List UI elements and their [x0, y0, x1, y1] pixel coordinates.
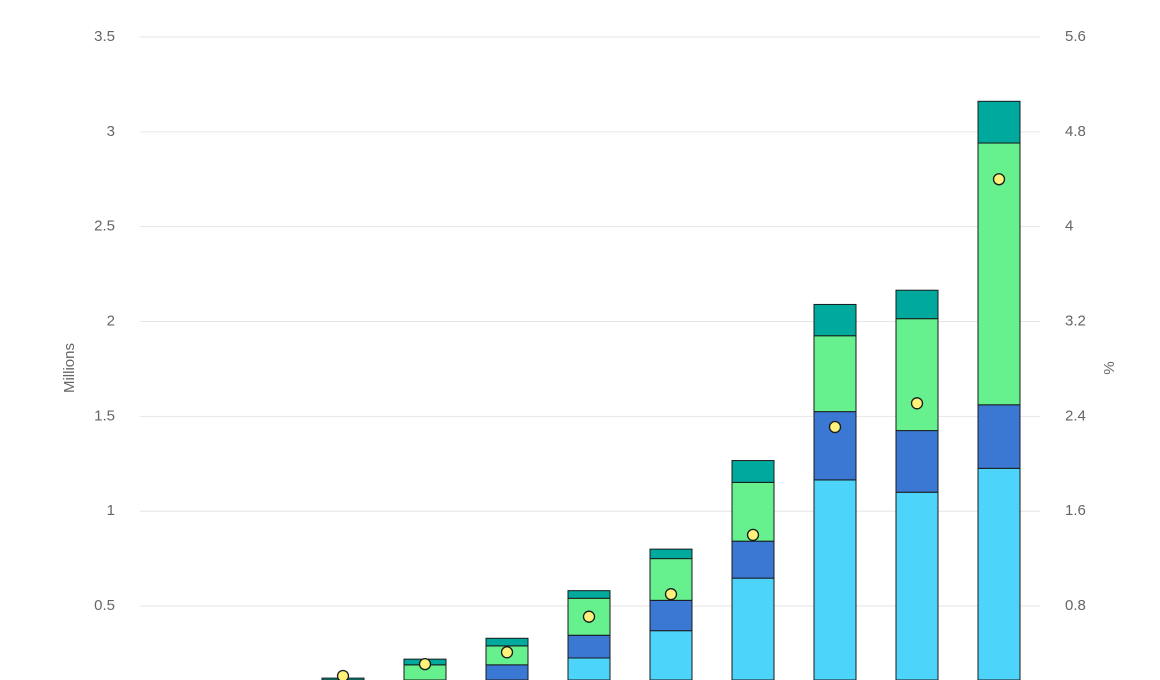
bar-segment	[977, 100, 1021, 144]
bar-segment	[977, 467, 1021, 680]
bar-segment	[813, 479, 857, 680]
dot	[336, 669, 350, 680]
y-tick-label: 0.5	[94, 597, 115, 614]
bar-segment	[895, 318, 939, 432]
bar-segment	[567, 590, 611, 599]
bar-segment	[977, 404, 1021, 469]
dot	[828, 420, 842, 434]
bar-segment	[731, 540, 775, 579]
dot	[992, 173, 1006, 186]
bar-segment	[731, 460, 775, 483]
y-tick-label: 3	[107, 123, 115, 140]
dot	[664, 588, 678, 601]
bar-segment	[649, 548, 693, 560]
y2-axis-label: %	[1101, 361, 1118, 374]
dot	[418, 657, 432, 671]
y2-tick-label: 1.6	[1065, 502, 1086, 519]
y-tick-label: 2.5	[94, 218, 115, 235]
bar-segment	[895, 491, 939, 680]
bar-segment	[485, 637, 529, 647]
bar-segment	[731, 577, 775, 680]
y-tick-label: 3.5	[94, 28, 115, 45]
bar-segment	[977, 142, 1021, 406]
y2-tick-label: 0.8	[1065, 597, 1086, 614]
y-tick-label: 1	[107, 502, 115, 519]
bar-segment	[649, 599, 693, 632]
y-tick-label: 1.5	[94, 407, 115, 424]
dot	[910, 397, 924, 410]
bar-segment	[895, 289, 939, 320]
y-tick-label: 2	[107, 312, 115, 329]
dot	[746, 528, 760, 542]
bar-segment	[813, 335, 857, 413]
y2-tick-label: 2.4	[1065, 407, 1086, 424]
y2-tick-label: 3.2	[1065, 312, 1086, 329]
y2-tick-label: 5.6	[1065, 28, 1086, 45]
dot	[500, 646, 514, 659]
y2-tick-label: 4	[1065, 218, 1073, 235]
dot	[582, 610, 596, 623]
y-axis-label: Millions	[61, 343, 78, 393]
bar-segment	[485, 664, 529, 680]
bar-segment	[649, 630, 693, 680]
bar-segment	[813, 303, 857, 337]
bar-segment	[567, 634, 611, 659]
bar-segment	[895, 430, 939, 493]
y2-tick-label: 4.8	[1065, 123, 1086, 140]
bar-segment	[567, 657, 611, 680]
